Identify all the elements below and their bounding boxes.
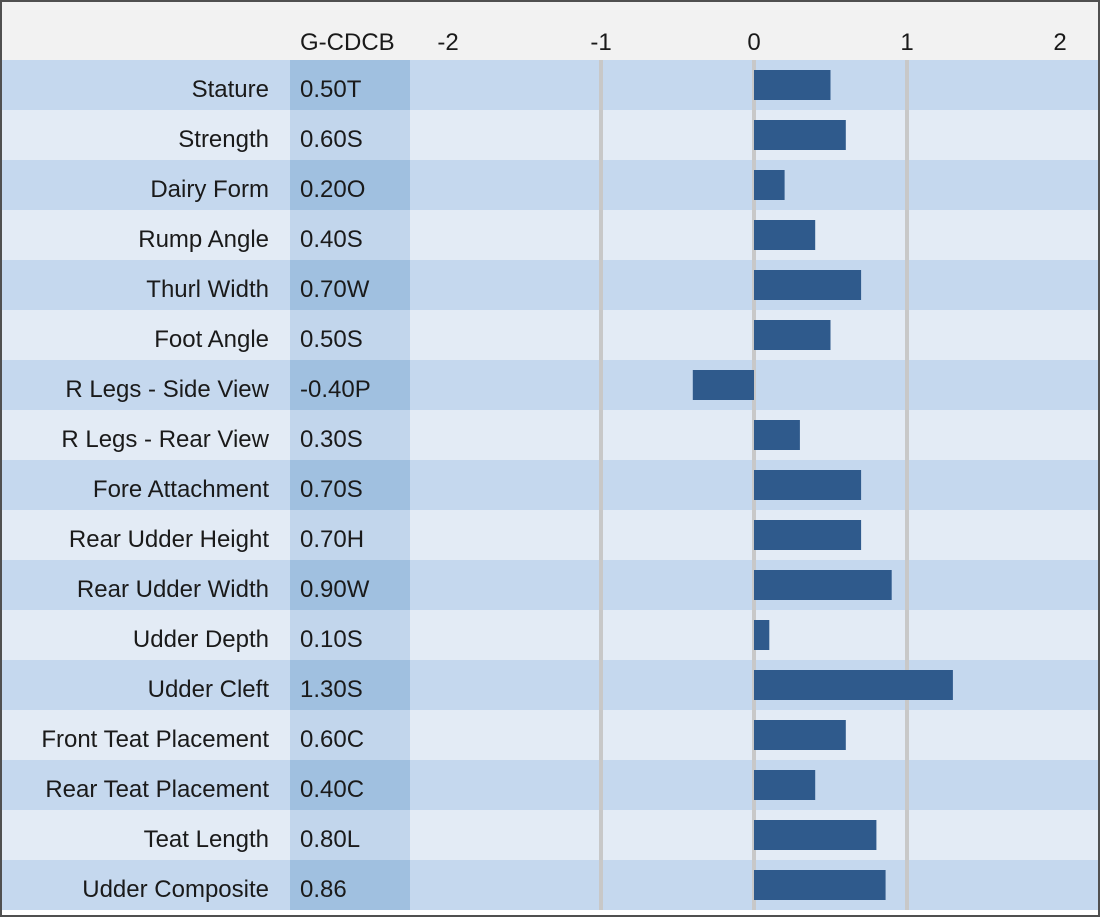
row-background xyxy=(2,460,1098,510)
rows-layer: Stature 0.50T Strength 0.60S Dairy Form 0.20O… xyxy=(2,60,1098,910)
trait-label: Teat Length xyxy=(144,826,269,853)
trait-label: Rear Udder Height xyxy=(69,526,269,553)
score-value-label: 0.70W xyxy=(300,276,370,303)
score-cell-background xyxy=(290,360,410,410)
row-background xyxy=(2,510,1098,560)
score-value-label: -0.40P xyxy=(300,376,371,403)
score-value-label: 0.40C xyxy=(300,776,364,803)
trait-label: Dairy Form xyxy=(150,176,269,203)
score-value-label: 0.80L xyxy=(300,826,360,853)
score-value-label: 1.30S xyxy=(300,676,363,703)
x-axis-ticks: -2 -1 0 1 2 xyxy=(437,29,1066,56)
row-background xyxy=(2,860,1098,910)
x-tick-label: 1 xyxy=(900,29,913,56)
score-value-label: 0.50T xyxy=(300,76,362,103)
score-cell-background xyxy=(290,460,410,510)
trait-bar xyxy=(754,70,831,100)
score-cell-background xyxy=(290,710,410,760)
trait-bar xyxy=(754,170,785,200)
score-value-label: 0.86 xyxy=(300,876,347,903)
score-value-label: 0.60S xyxy=(300,126,363,153)
trait-bar xyxy=(692,370,754,400)
x-tick-label: -2 xyxy=(437,29,458,56)
trait-label: R Legs - Side View xyxy=(65,376,269,403)
trait-bar xyxy=(754,320,831,350)
trait-bar xyxy=(754,120,846,150)
score-cell-background xyxy=(290,760,410,810)
row-background xyxy=(2,110,1098,160)
trait-bar xyxy=(754,670,953,700)
row-background xyxy=(2,60,1098,110)
trait-bar xyxy=(754,620,770,650)
score-cell-background xyxy=(290,860,410,910)
trait-label: R Legs - Rear View xyxy=(61,426,269,453)
trait-label: Front Teat Placement xyxy=(41,726,269,753)
row-background xyxy=(2,810,1098,860)
trait-label: Udder Depth xyxy=(133,626,269,653)
row-background xyxy=(2,260,1098,310)
score-value-label: 0.70S xyxy=(300,476,363,503)
trait-bar xyxy=(754,270,862,300)
row-background xyxy=(2,360,1098,410)
trait-bar xyxy=(754,870,886,900)
trait-label: Rear Udder Width xyxy=(77,576,269,603)
row-background xyxy=(2,210,1098,260)
row-background xyxy=(2,610,1098,660)
trait-label: Strength xyxy=(178,126,269,153)
score-value-label: 0.20O xyxy=(300,176,365,203)
trait-bar xyxy=(754,520,862,550)
trait-bar xyxy=(754,770,816,800)
trait-bar xyxy=(754,220,816,250)
score-cell-background xyxy=(290,110,410,160)
score-cell-background xyxy=(290,560,410,610)
score-value-label: 0.60C xyxy=(300,726,364,753)
score-cell-background xyxy=(290,410,410,460)
score-value-label: 0.50S xyxy=(300,326,363,353)
score-cell-background xyxy=(290,810,410,860)
trait-label: Rear Teat Placement xyxy=(45,776,269,803)
row-background xyxy=(2,760,1098,810)
score-cell-background xyxy=(290,160,410,210)
score-value-label: 0.90W xyxy=(300,576,370,603)
score-cell-background xyxy=(290,660,410,710)
x-tick-label: -1 xyxy=(590,29,611,56)
score-cell-background xyxy=(290,60,410,110)
row-background xyxy=(2,160,1098,210)
row-background xyxy=(2,560,1098,610)
trait-bar xyxy=(754,570,892,600)
score-cell-background xyxy=(290,210,410,260)
score-column-header: G-CDCB xyxy=(300,29,395,56)
trait-label: Udder Cleft xyxy=(148,676,270,703)
row-background xyxy=(2,410,1098,460)
trait-label: Rump Angle xyxy=(138,226,269,253)
score-value-label: 0.70H xyxy=(300,526,364,553)
trait-bar xyxy=(754,470,862,500)
trait-label: Stature xyxy=(192,76,269,103)
trait-label: Thurl Width xyxy=(146,276,269,303)
score-cell-background xyxy=(290,610,410,660)
trait-label: Foot Angle xyxy=(154,326,269,353)
row-background xyxy=(2,710,1098,760)
trait-label: Fore Attachment xyxy=(93,476,269,503)
score-cell-background xyxy=(290,510,410,560)
trait-bar xyxy=(754,720,846,750)
score-value-label: 0.40S xyxy=(300,226,363,253)
x-tick-label: 2 xyxy=(1053,29,1066,56)
x-tick-label: 0 xyxy=(747,29,760,56)
header-background xyxy=(2,2,1098,60)
score-value-label: 0.30S xyxy=(300,426,363,453)
bars-layer xyxy=(692,70,953,900)
trait-label: Udder Composite xyxy=(82,876,269,903)
trait-bar xyxy=(754,820,877,850)
score-cell-background xyxy=(290,310,410,360)
row-background xyxy=(2,310,1098,360)
trait-bar xyxy=(754,420,800,450)
score-cell-background xyxy=(290,260,410,310)
score-value-label: 0.10S xyxy=(300,626,363,653)
